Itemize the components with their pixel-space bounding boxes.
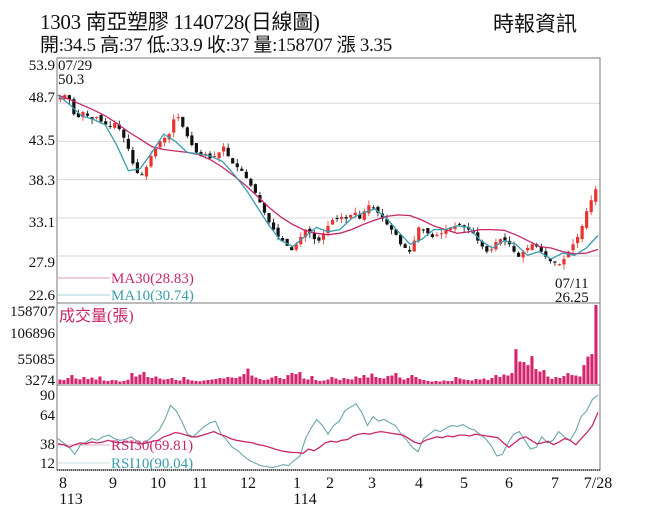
high-value-label: 50.3: [58, 72, 84, 88]
volume-title: 成交量(張): [59, 307, 134, 325]
y-tick-rsi: 64: [40, 408, 56, 424]
ma10-line: [57, 94, 599, 260]
y-tick-volume: 158707: [10, 304, 56, 320]
rsi10-legend: RSI10(90.04): [111, 456, 193, 472]
low-value-label: 26.25: [555, 290, 589, 306]
x-tick: 10: [150, 475, 166, 492]
x-tick: 3: [368, 475, 376, 492]
price-panel-frame: [56, 57, 601, 304]
x-tick: 1: [293, 475, 301, 492]
high-date-label: 07/29: [58, 58, 92, 74]
ma10-legend: MA10(30.74): [111, 288, 194, 304]
source-label: 時報資訊: [493, 12, 577, 36]
y-tick-price: 22.6: [29, 288, 56, 304]
x-tick: 4: [415, 475, 423, 492]
y-tick-volume: 3274: [25, 373, 56, 389]
x-tick: 7: [551, 475, 559, 492]
ma30-legend: MA30(28.83): [111, 271, 194, 287]
y-tick-price: 48.7: [29, 90, 56, 106]
x-tick: 6: [505, 475, 513, 492]
x-tick: 5: [460, 475, 468, 492]
y-tick-price: 27.9: [29, 255, 55, 271]
y-tick-rsi: 90: [40, 388, 55, 404]
rsi10-line: [57, 394, 599, 468]
x-tick-year: 114: [293, 491, 316, 508]
y-tick-rsi: 38: [40, 437, 55, 453]
y-tick-price: 53.9: [29, 58, 55, 74]
rsi30-line: [57, 412, 599, 455]
y-tick-price: 33.1: [29, 215, 55, 231]
x-tick: 8: [59, 475, 67, 492]
price-grid: [58, 102, 600, 257]
y-tick-volume: 55085: [18, 352, 56, 368]
ma30-line: [57, 94, 599, 255]
chart-title: 1303 南亞塑膠 1140728(日線圖): [40, 10, 320, 34]
candlesticks: [58, 93, 598, 270]
y-tick-volume: 106896: [10, 326, 56, 342]
low-date-label: 07/11: [555, 276, 589, 292]
price-summary: 開:34.5 高:37 低:33.9 收:37 量:158707 漲 3.35: [40, 35, 392, 56]
volume-bars: [58, 305, 598, 384]
x-tick: 9: [109, 475, 117, 492]
rsi-panel-frame: [56, 384, 601, 471]
rsi30-legend: RSI30(69.81): [111, 438, 193, 454]
x-tick: 7/28: [584, 475, 612, 492]
x-tick-year: 113: [59, 491, 82, 508]
y-tick-price: 43.5: [29, 133, 55, 149]
y-tick-price: 38.3: [29, 173, 55, 189]
x-tick: 11: [192, 475, 207, 492]
x-tick: 2: [326, 475, 334, 492]
y-tick-rsi: 12: [40, 456, 55, 472]
x-tick: 12: [240, 475, 256, 492]
